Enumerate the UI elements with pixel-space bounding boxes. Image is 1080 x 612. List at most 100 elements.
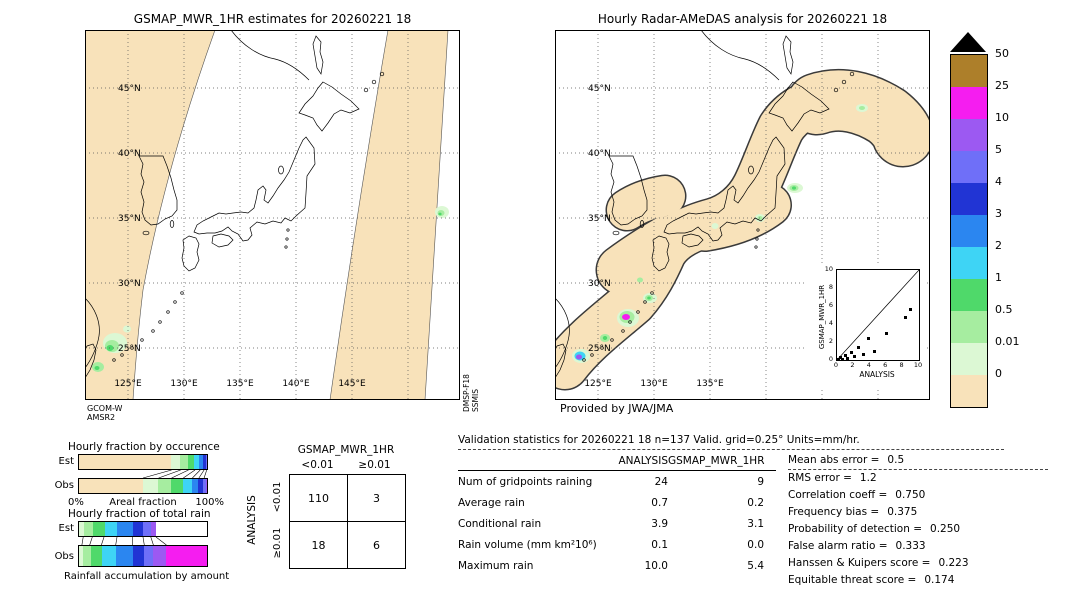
- left-map-title: GSMAP_MWR_1HR estimates for 20260221 18: [133, 12, 412, 26]
- left-map-axis-labels: 45°N 40°N 35°N 30°N 25°N 125°E 130°E 135…: [114, 84, 366, 389]
- contingency-col-label-0: <0.01: [301, 459, 334, 471]
- scatter-point: [903, 316, 907, 320]
- scatter-point: [846, 356, 850, 360]
- bar-segment-3: [116, 546, 133, 566]
- bar-segment-5: [203, 479, 206, 493]
- colorbar-tick-label: 5: [995, 143, 1002, 156]
- stats-row: Average rain 0.7 0.2: [458, 492, 776, 513]
- analysis-value: 0.1: [651, 538, 668, 551]
- bar-segment-2: [104, 522, 118, 536]
- right-map-frame: [555, 30, 930, 400]
- colorbar: 50 25 10 5 4 3 2 1 0.5 0.01 0: [949, 32, 1069, 452]
- occurrence-fraction-chart: Hourly fraction by occurence Est Obs 0% …: [50, 441, 280, 511]
- cell-false-alarm: 3: [347, 474, 406, 522]
- scatter-point: [856, 345, 860, 349]
- metric-value: 1.2: [859, 472, 877, 484]
- cell-hit-none: 110: [289, 474, 348, 522]
- stats-row: Conditional rain 3.9 3.1: [458, 513, 776, 534]
- colorbar-segment-3: [951, 215, 987, 247]
- right-map-axis-labels: 45°N 40°N 35°N 30°N 25°N 125°E 130°E 135…: [584, 84, 724, 389]
- bar-segment-0.5: [180, 455, 188, 469]
- bar-segment-4: [132, 522, 143, 536]
- left-map-sensor-label: GCOM-W AMSR2: [87, 404, 122, 422]
- colorbar-tick-label: 0.01: [995, 335, 1020, 348]
- analysis-rain-field: [555, 68, 930, 391]
- bar-segment-1: [93, 522, 105, 536]
- colorbar-tick-label: 25: [995, 79, 1009, 92]
- colorbar-tick-label: 0.5: [995, 303, 1013, 316]
- chart-title: Hourly fraction by occurence: [68, 441, 220, 453]
- gsmap-value: 9: [757, 475, 764, 488]
- analysis-value: 3.9: [651, 517, 668, 530]
- row-label-obs: Obs: [54, 480, 74, 491]
- stats-divider: [458, 449, 1004, 450]
- contingency-col-group: GSMAP_MWR_1HR: [297, 444, 395, 456]
- lat-label: 35°N: [588, 214, 611, 224]
- bar-segment-1: [187, 455, 195, 469]
- inset-ytick: 0: [828, 355, 833, 363]
- metric-value: 0.174: [924, 574, 955, 586]
- inset-xtick: 10: [913, 361, 923, 369]
- contingency-table: GSMAP_MWR_1HR <0.01 ≥0.01 ANALYSIS <0.01…: [242, 438, 417, 593]
- inset-ytick: 6: [828, 301, 833, 309]
- inset-xtick: 2: [850, 361, 855, 369]
- col-header-gsmap: GSMAP_MWR_1HR: [668, 455, 765, 467]
- metric-row: Correlation coeff = 0.750: [788, 487, 1048, 504]
- left-map-frame: [85, 30, 460, 400]
- colorbar-tick-label: 10: [995, 111, 1009, 124]
- lat-label: 30°N: [588, 279, 611, 289]
- lon-label: 130°E: [170, 379, 198, 389]
- metric-row: Frequency bias = 0.375: [788, 504, 1048, 521]
- bar-segment-0.01: [79, 522, 85, 536]
- metric-label: Probability of detection =: [788, 523, 923, 535]
- bar-segment-5: [142, 522, 151, 536]
- bar-segment-4: [203, 455, 206, 469]
- chart-title: Hourly fraction of total rain: [68, 508, 211, 520]
- stats-row: Maximum rain 10.0 5.4: [458, 555, 776, 576]
- lon-label: 125°E: [584, 379, 612, 389]
- stats-table: ANALYSIS GSMAP_MWR_1HR Num of gridpoints…: [458, 452, 776, 589]
- colorbar-segment-10: [951, 119, 987, 151]
- lon-label: 130°E: [640, 379, 668, 389]
- bar-segment-3: [199, 455, 204, 469]
- bar-segment-3: [191, 479, 199, 493]
- left-map-side-sensor-label: DMSP-F18 SSMIS: [462, 366, 480, 412]
- bar-segment-1: [171, 479, 183, 493]
- right-map: 45°N 40°N 35°N 30°N 25°N 125°E 130°E 135…: [555, 30, 930, 400]
- lat-label: 35°N: [118, 214, 141, 224]
- lon-label: 140°E: [282, 379, 310, 389]
- inset-ytick: 10: [824, 265, 833, 273]
- sensor-name: GCOM-W: [87, 404, 123, 413]
- est-bar: [78, 454, 208, 470]
- bar-segment-0.01: [79, 546, 83, 566]
- rain-cells-right: [572, 104, 868, 363]
- inset-scatter: GSMAP_MWR_1HR ANALYSIS 0 0 2 2 4 4 6 6 8 8 10 10: [806, 264, 924, 390]
- bar-segment-2: [102, 546, 117, 566]
- colorbar-tick-label: 50: [995, 47, 1009, 60]
- metric-value: 0.333: [895, 540, 926, 552]
- radar-credit: Provided by JWA/JMA: [560, 402, 674, 415]
- metric-label: False alarm ratio =: [788, 540, 888, 552]
- metric-row: False alarm ratio = 0.333: [788, 538, 1048, 555]
- colorbar-segment-2: [951, 247, 987, 279]
- colorbar-segment-1: [951, 279, 987, 311]
- inset-ytick: 4: [828, 319, 833, 327]
- scatter-point: [861, 353, 865, 357]
- metric-value: 0.223: [938, 557, 969, 569]
- metric-label: RMS error =: [788, 472, 852, 484]
- lat-label: 40°N: [588, 149, 611, 159]
- inset-xtick: 4: [866, 361, 871, 369]
- obs-bar: [78, 545, 208, 567]
- inset-plot-area: [836, 269, 920, 361]
- total-rain-fraction-chart: Hourly fraction of total rain Est Obs Ra…: [50, 508, 280, 588]
- colorbar-segment-5: [951, 151, 987, 183]
- stats-title: Validation statistics for 20260221 18 n=…: [458, 434, 860, 446]
- axis-title: Areal fraction: [109, 497, 177, 508]
- inset-xtick: 0: [833, 361, 839, 369]
- bar-segment-0.5: [158, 479, 172, 493]
- analysis-value: 10.0: [644, 559, 668, 572]
- cell-miss: 18: [289, 521, 348, 569]
- metric-row: Probability of detection = 0.250: [788, 521, 1048, 538]
- metric-label: Mean abs error =: [788, 454, 880, 466]
- gsmap-value: 0.0: [747, 538, 764, 551]
